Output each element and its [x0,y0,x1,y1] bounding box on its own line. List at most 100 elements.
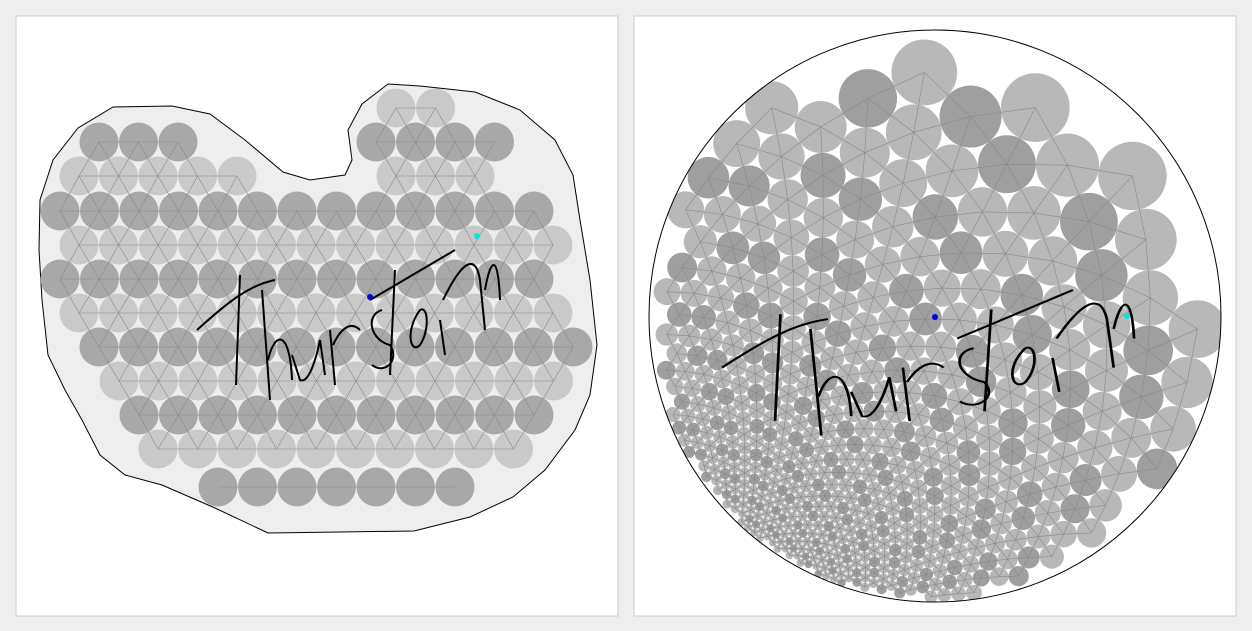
triangulation-edge [694,293,721,299]
triangulation-edge [802,506,808,517]
triangulation-edge [1063,306,1107,326]
triangulation-edge [795,422,800,439]
triangulation-edge [874,555,885,563]
triangulation-edge [1074,479,1086,509]
triangulation-edge [741,521,749,528]
triangulation-edge [666,334,678,354]
triangulation-edge [853,410,875,413]
triangulation-edge [988,561,1000,577]
triangulation-edge [922,584,936,588]
triangulation-edge [824,567,827,577]
triangulation-edge [828,517,836,527]
triangulation-edge [856,347,883,353]
triangulation-edge [932,477,936,497]
triangulation-edge [951,170,983,213]
triangulation-edge [856,562,866,568]
triangulation-edge [946,534,964,541]
triangulation-edge [755,441,757,455]
triangulation-edge [473,414,495,450]
triangulation-edge [734,466,745,474]
triangulation-edge [692,429,698,443]
triangulation-edge [728,412,732,429]
triangulation-edge [1037,372,1041,407]
triangulation-edge [197,210,219,246]
triangulation-edge [681,388,693,402]
triangulation-edge [157,244,179,280]
triangulation-edge [818,573,827,577]
triangulation-edge [865,561,875,568]
triangulation-edge [864,556,866,568]
triangulation-edge [789,548,794,556]
triangulation-edge [315,210,337,246]
triangulation-edge [1047,512,1064,535]
triangulation-edge [818,567,825,574]
triangulation-edge [855,444,873,446]
triangulation-edge [988,477,1011,488]
triangulation-edge [688,442,698,453]
triangulation-edge [782,487,794,491]
triangulation-edge [1021,294,1033,335]
triangulation-edge [473,278,495,314]
triangulation-edge [768,443,782,450]
triangulation-edge [980,561,989,578]
triangulation-edge [787,175,824,200]
triangulation-edge [821,534,827,545]
triangulation-edge [958,579,966,594]
triangulation-edge [1074,508,1092,534]
triangulation-edge [756,392,758,411]
triangulation-edge [693,270,713,294]
triangulation-edge [885,464,898,479]
triangulation-edge [178,278,198,314]
triangulation-edge [415,175,436,212]
triangulation-edge [1101,239,1147,276]
triangulation-edge [513,346,534,382]
triangulation-edge [744,460,756,468]
triangulation-edge [673,414,689,417]
triangulation-edge [666,291,680,315]
triangulation-edge [790,352,793,375]
triangulation-edge [892,226,921,257]
triangulation-edge [732,345,754,354]
triangulation-edge [893,569,905,575]
triangulation-edge [355,244,377,280]
triangulation-edge [414,346,436,382]
triangulation-edge [138,175,159,212]
triangulation-edge [896,345,911,371]
triangulation-edge [778,443,782,458]
triangulation-edge [816,287,821,317]
triangulation-edge [851,497,865,501]
triangulation-edge [906,290,926,320]
triangulation-edge [789,496,802,499]
triangulation-edge [725,396,742,404]
triangulation-edge [785,540,790,549]
triangulation-edge [810,542,817,550]
triangulation-edge [766,510,777,514]
triangulation-edge [98,312,119,348]
triangulation-edge [802,460,817,464]
triangulation-edge [980,288,996,326]
triangulation-edge [891,447,911,452]
triangulation-edge [778,500,787,509]
triangulation-edge [276,380,298,416]
triangulation-edge [849,264,884,276]
triangulation-edge [889,482,903,494]
triangulation-edge [678,427,685,441]
triangulation-edge [138,141,159,177]
triangulation-edge [901,482,919,489]
triangulation-edge [943,540,948,557]
triangulation-edge [855,510,860,523]
triangulation-edge [817,525,823,535]
triangulation-edge [1119,468,1158,475]
triangulation-edge [970,116,1008,165]
triangulation-edge [874,489,879,504]
triangulation-edge [714,462,725,470]
triangulation-edge [856,556,865,564]
triangulation-edge [976,543,996,548]
triangulation-edge [257,414,277,450]
triangulation-edge [828,545,836,554]
triangulation-edge [872,445,881,462]
triangulation-edge [733,454,746,462]
triangulation-edge [881,508,893,518]
triangulation-edge [892,508,895,524]
triangulation-edge [493,312,514,348]
